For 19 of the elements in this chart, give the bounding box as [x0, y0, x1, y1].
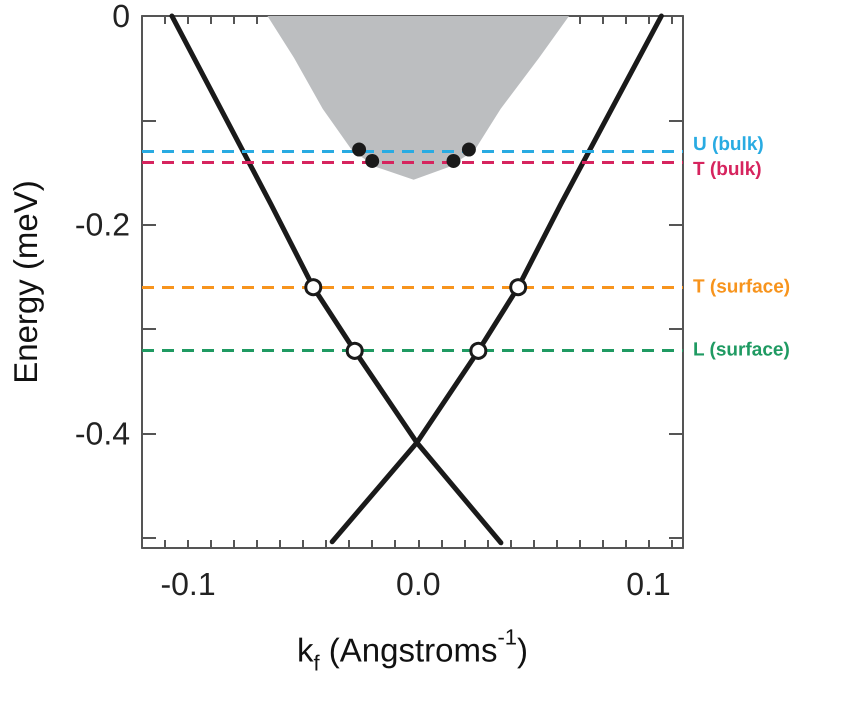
- point: [365, 154, 380, 168]
- point: [304, 278, 322, 296]
- y-axis-title: Energy (meV): [7, 180, 44, 384]
- point: [469, 342, 488, 360]
- y-tick-label: -0.4: [74, 415, 130, 452]
- x-tick-label: -0.1: [160, 566, 216, 602]
- point: [346, 342, 364, 360]
- y-tick-label: -0.2: [74, 206, 130, 243]
- ref-line-label: T (bulk): [693, 158, 762, 180]
- ref-line-label: U (bulk): [693, 134, 764, 155]
- y-tick-label: 0: [112, 0, 130, 34]
- ref-line-label: L (surface): [693, 339, 790, 360]
- x-tick-label: 0.0: [396, 566, 440, 602]
- x-tick-label: 0.1: [626, 566, 671, 602]
- point: [352, 142, 366, 157]
- ref-line-label: T (surface): [693, 276, 790, 298]
- point: [446, 154, 460, 168]
- point: [462, 142, 476, 157]
- point: [509, 278, 528, 296]
